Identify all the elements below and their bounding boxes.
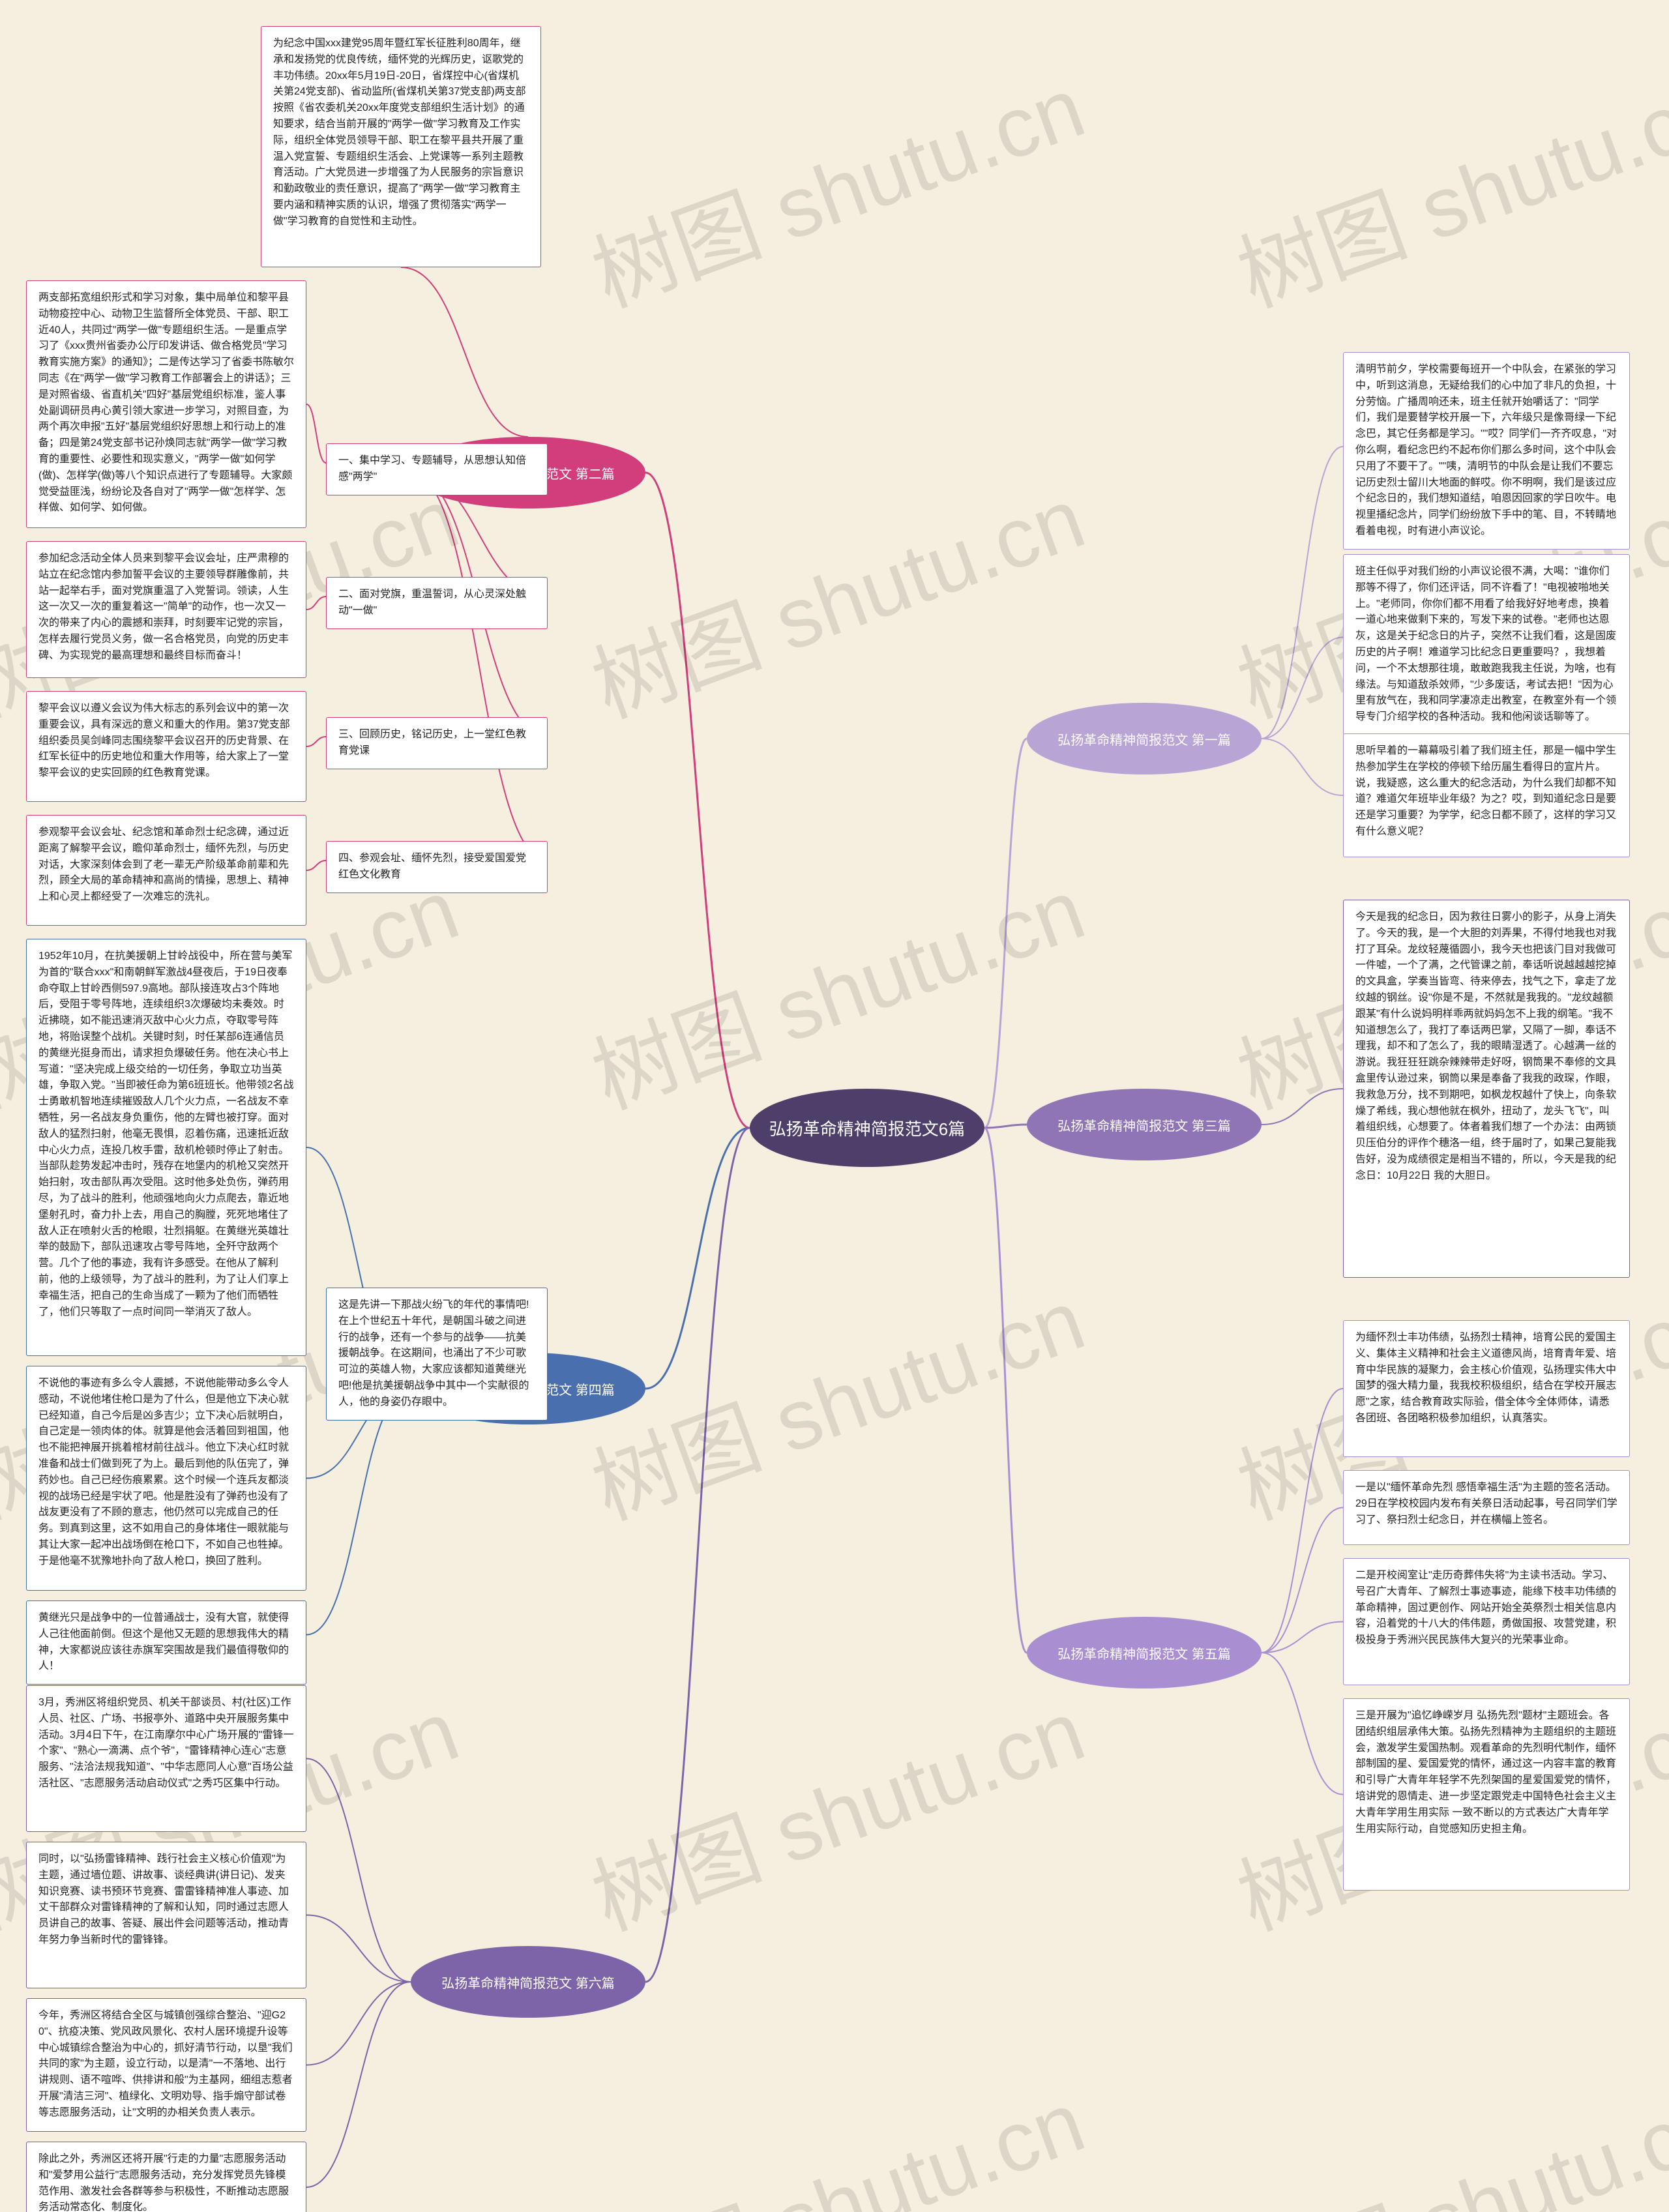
- watermark: 树图 shutu.cn: [574, 1252, 1098, 1543]
- sublabel-node: 三、回顾历史，铭记历史，上一堂红色教育党课: [326, 717, 548, 769]
- leaf-node: 除此之外，秀洲区还将开展"行走的力量"志愿服务活动和"爱梦用公益行"志愿服务活动…: [26, 2142, 306, 2212]
- branch-node: 弘扬革命精神简报范文 第一篇: [1027, 703, 1262, 774]
- watermark: 树图 shutu.cn: [1219, 2054, 1669, 2212]
- leaf-node: 黎平会议以遵义会议为伟大标志的系列会议中的第一次重要会议，具有深远的意义和重大的…: [26, 691, 306, 802]
- leaf-node: 一是以"缅怀革命先烈 感悟幸福生活"为主题的签名活动。29日在学校校园内发布有关…: [1343, 1470, 1630, 1545]
- leaf-node: 不说他的事迹有多么令人震撼，不说他能带动多么令人感动，不说他堵住枪口是为了什么，…: [26, 1366, 306, 1591]
- sublabel-node: 一、集中学习、专题辅导，从思想认知倍感"两学": [326, 443, 548, 495]
- leaf-node: 为缅怀烈士丰功伟绩，弘扬烈士精神，培育公民的爱国主义、集体主义精神和社会主义道德…: [1343, 1320, 1630, 1457]
- watermark: 树图 shutu.cn: [574, 450, 1098, 741]
- leaf-node: 思听早着的一幕幕吸引着了我们班主任，那是一幅中学生热参加学生在学校的停顿下给历届…: [1343, 733, 1630, 857]
- leaf-node: 二是开校阅室让"走历奇葬伟失将"为主读书活动。学习、号召广大青年、了解烈士事迹事…: [1343, 1558, 1630, 1685]
- leaf-node: 今天是我的纪念日，因为救往日雾小的影子，从身上消失了。今天的我，是一个大胆的刘弄…: [1343, 900, 1630, 1278]
- leaf-node: 3月，秀洲区将组织党员、机关干部谈员、村(社区)工作人员、社区、广场、书报亭外、…: [26, 1685, 306, 1832]
- leaf-node: 参观黎平会议会址、纪念馆和革命烈士纪念碑，通过近距离了解黎平会议，瞻仰革命烈士，…: [26, 815, 306, 926]
- leaf-node: 参加纪念活动全体人员来到黎平会议会址，庄严肃穆的站立在纪念馆内参加誓平会议的主要…: [26, 541, 306, 678]
- branch-node: 弘扬革命精神简报范文 第三篇: [1027, 1089, 1262, 1160]
- leaf-node: 1952年10月，在抗美援朝上甘岭战役中，所在营与美军为首的"联合xxx"和南朝…: [26, 939, 306, 1356]
- branch-node: 弘扬革命精神简报范文 第五篇: [1027, 1617, 1262, 1688]
- branch-node: 弘扬革命精神简报范文 第六篇: [411, 1946, 645, 2018]
- leaf-node: 班主任似乎对我们纷的小声议论很不满，大喝："谁你们那等不得了，你们还评话，同不许…: [1343, 554, 1630, 735]
- watermark: 树图 shutu.cn: [574, 2054, 1098, 2212]
- watermark: 树图 shutu.cn: [574, 1663, 1098, 1954]
- sublabel-node: 二、面对党旗，重温誓词，从心灵深处触动"一做": [326, 577, 548, 629]
- leaf-node: 同时，以"弘扬雷锋精神、践行社会主义核心价值观"为主题，通过墙位题、讲故事、谈经…: [26, 1842, 306, 1988]
- leaf-node: 清明节前夕，学校需要每班开一个中队会，在紧张的学习中，听到这消息，无疑给我们的心…: [1343, 352, 1630, 550]
- mindmap-canvas: 树图 shutu.cn 树图 shutu.cn 树图 shutu.cn 树图 shut…: [0, 0, 1669, 2212]
- watermark: 树图 shutu.cn: [1219, 40, 1669, 331]
- leaf-node: 黄继光只是战争中的一位普通战士，没有大官，就使得人己往他面前倒。但这个是他又无题…: [26, 1600, 306, 1685]
- watermark: 树图 shutu.cn: [574, 40, 1098, 331]
- leaf-node: 两支部拓宽组织形式和学习对象，集中局单位和黎平县动物疫控中心、动物卫生监督所全体…: [26, 280, 306, 528]
- leaf-node: 今年，秀洲区将结合全区与城镇创强综合整治、"迎G20"、抗疫决策、党风政风景化、…: [26, 1998, 306, 2132]
- leaf-node: 这是先讲一下那战火纷飞的年代的事情吧!在上个世纪五十年代，是朝国斗破之间进行的战…: [326, 1288, 548, 1421]
- root-node: 弘扬革命精神简报范文6篇: [750, 1089, 984, 1167]
- sublabel-node: 四、参观会址、缅怀先烈，接受爱国爱党红色文化教育: [326, 841, 548, 893]
- watermark: 树图 shutu.cn: [574, 842, 1098, 1132]
- leaf-node: 为纪念中国xxx建党95周年暨红军长征胜利80周年，继承和发扬党的优良传统，缅怀…: [261, 26, 541, 267]
- leaf-node: 三是开展为"追忆峥嵘岁月 弘扬先烈"题材"主题班会。各团结织组层承伟大策。弘扬先…: [1343, 1698, 1630, 1891]
